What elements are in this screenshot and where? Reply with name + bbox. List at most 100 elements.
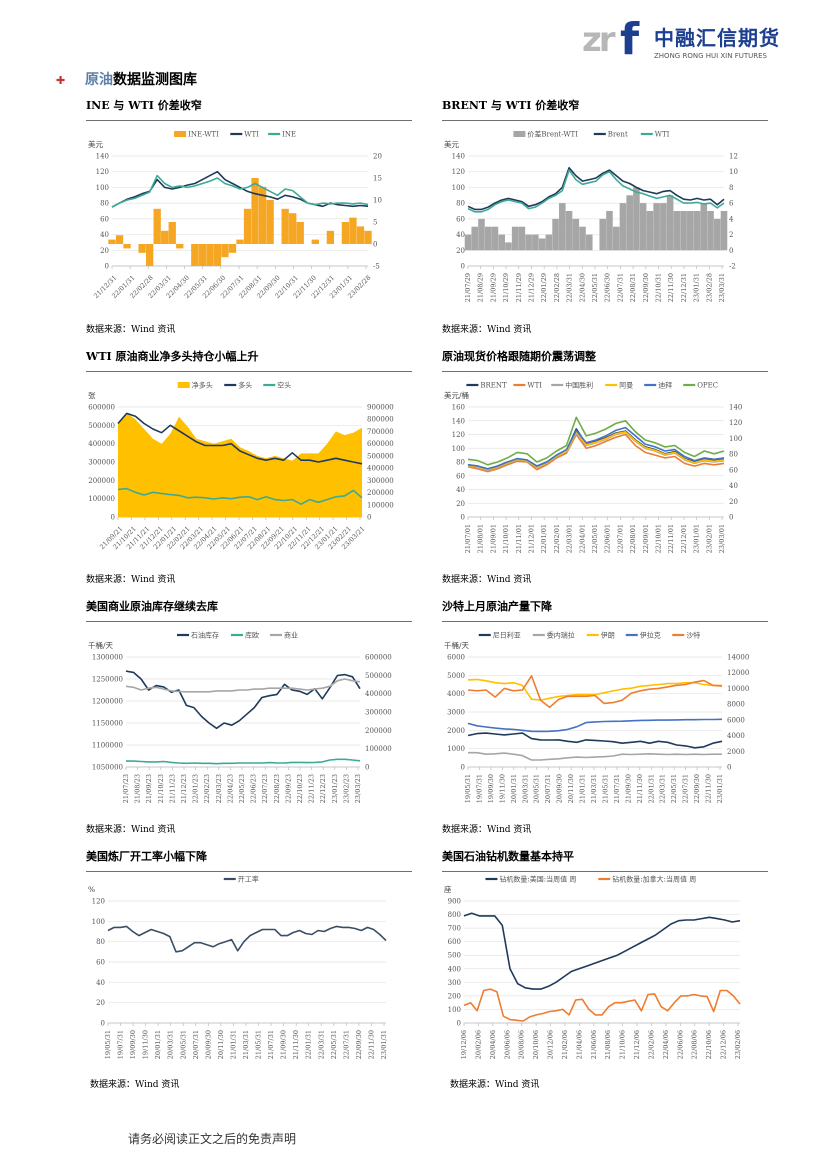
x-tick-label: 21/08/06 bbox=[604, 1030, 612, 1059]
chart-top-rule bbox=[442, 371, 768, 372]
x-tick-label: 19/11/30 bbox=[142, 1030, 150, 1059]
y-tick-label: 600000 bbox=[88, 404, 115, 412]
bar bbox=[680, 211, 687, 251]
y-tick-label: 140 bbox=[452, 417, 465, 425]
y-unit-label: 美元 bbox=[88, 139, 103, 149]
chart-title: BRENT 与 WTI 价差收窄 bbox=[442, 99, 580, 112]
y-tick-label: 60 bbox=[456, 472, 465, 480]
line-series bbox=[467, 678, 722, 701]
chart-title: 美国商业原油库存继续去库 bbox=[86, 600, 218, 613]
y-tick-label: 2000 bbox=[447, 727, 465, 735]
legend-swatch bbox=[513, 131, 526, 137]
legend-label: 尼日利亚 bbox=[493, 631, 521, 640]
y2-tick-label: 900000 bbox=[367, 404, 394, 412]
y-unit-label: 美元/桶 bbox=[444, 390, 469, 400]
x-tick-label: 22/06/06 bbox=[676, 1030, 684, 1059]
y-tick-label: 200 bbox=[448, 992, 461, 1000]
x-tick-label: 22/07/31 bbox=[616, 273, 624, 302]
y-tick-label: 300000 bbox=[88, 459, 115, 467]
y2-tick-label: 400000 bbox=[365, 690, 392, 698]
y2-tick-label: -2 bbox=[729, 263, 736, 271]
y-tick-label: 400000 bbox=[88, 440, 115, 448]
x-tick-label: 21/03/31 bbox=[590, 774, 598, 803]
y-tick-label: 60 bbox=[456, 215, 465, 223]
y2-tick-label: 10000 bbox=[727, 685, 749, 693]
legend-label: 伊拉克 bbox=[640, 631, 661, 640]
bar bbox=[606, 211, 613, 251]
y2-tick-label: 20 bbox=[729, 498, 738, 506]
chart-source: 数据来源：Wind 资讯 bbox=[450, 1080, 540, 1090]
x-tick-label: 21/08/01 bbox=[477, 524, 485, 553]
y2-tick-label: 12 bbox=[729, 153, 738, 161]
y2-tick-label: 100000 bbox=[367, 501, 394, 509]
y-tick-label: 500000 bbox=[88, 422, 115, 430]
y-tick-label: 20 bbox=[100, 247, 109, 255]
x-tick-label: 21/12/06 bbox=[633, 1030, 641, 1059]
legend-label: Brent bbox=[608, 131, 628, 139]
x-tick-label: 22/09/01 bbox=[642, 524, 650, 553]
chart-title: 美国炼厂开工率小幅下降 bbox=[86, 850, 207, 863]
legend-label: 净多头 bbox=[192, 381, 213, 390]
y-tick-label: 120 bbox=[96, 168, 109, 176]
y-tick-label: 0 bbox=[457, 1020, 461, 1028]
y2-tick-label: 20 bbox=[373, 153, 382, 161]
y2-tick-label: 15 bbox=[373, 175, 382, 183]
line-series bbox=[125, 670, 361, 730]
y-tick-label: 900 bbox=[448, 898, 461, 906]
x-tick-label: 21/02/06 bbox=[561, 1030, 569, 1059]
y2-tick-label: 8000 bbox=[727, 701, 745, 709]
x-tick-label: 22/08/01 bbox=[629, 524, 637, 553]
x-tick-label: 20/12/06 bbox=[547, 1030, 555, 1059]
y-tick-label: 600 bbox=[448, 938, 461, 946]
bar bbox=[281, 208, 289, 244]
line-series bbox=[117, 487, 363, 505]
bar bbox=[511, 226, 519, 251]
y2-tick-label: 100 bbox=[729, 435, 742, 443]
chart-2: 0 20 40 60 80 100 120 140 -2 0 2 4 6 8 10 12 美元 21/07/29 2… bbox=[444, 130, 738, 303]
bar bbox=[532, 234, 539, 251]
x-tick-label: 23/01/31 bbox=[380, 1030, 388, 1059]
x-tick-label: 21/07/23 bbox=[122, 774, 130, 803]
x-tick-label: 22/10/01 bbox=[655, 524, 663, 553]
area-series bbox=[118, 413, 362, 517]
y-tick-label: 1300000 bbox=[92, 654, 123, 662]
chart-title: INE 与 WTI 价差收窄 bbox=[86, 99, 202, 112]
bar bbox=[198, 244, 207, 266]
y-tick-label: 5000 bbox=[447, 672, 465, 680]
bar bbox=[653, 203, 660, 251]
y2-tick-label: 4 bbox=[729, 215, 734, 223]
y-tick-label: 100 bbox=[448, 1006, 461, 1014]
x-tick-label: 21/03/31 bbox=[242, 1030, 250, 1059]
x-tick-label: 23/02/23 bbox=[342, 774, 350, 803]
y-tick-label: 100 bbox=[452, 184, 465, 192]
x-tick-label: 22/03/23 bbox=[215, 774, 223, 803]
y-unit-label: 千桶/天 bbox=[88, 640, 114, 650]
y-tick-label: 0 bbox=[111, 514, 115, 522]
chart-title: 原油现货价格跟随期价震荡调整 bbox=[442, 350, 596, 363]
y-tick-label: 100 bbox=[96, 184, 109, 192]
y-tick-label: 80 bbox=[100, 200, 109, 208]
bar bbox=[538, 238, 546, 251]
x-tick-label: 21/04/06 bbox=[575, 1030, 583, 1059]
x-tick-label: 21/09/01 bbox=[489, 524, 497, 553]
y2-tick-label: 400000 bbox=[367, 465, 394, 473]
line-series bbox=[467, 675, 723, 709]
y2-tick-label: 500000 bbox=[367, 452, 394, 460]
x-tick-label: 21/07/31 bbox=[613, 774, 621, 803]
chart-top-rule bbox=[442, 120, 768, 121]
x-tick-label: 22/11/30 bbox=[367, 1030, 375, 1059]
legend-label: 沙特 bbox=[686, 631, 700, 640]
bar bbox=[491, 226, 499, 251]
x-tick-label: 22/04/30 bbox=[578, 273, 586, 302]
y-tick-label: 20 bbox=[456, 500, 465, 508]
line-series bbox=[126, 758, 361, 765]
legend-label: 商业 bbox=[284, 631, 298, 640]
line-series bbox=[467, 426, 725, 470]
x-tick-label: 21/05/31 bbox=[601, 774, 609, 803]
chart-7: 0 20 40 60 80 100 120% 19/05/31 19/07/31 19/09/30… bbox=[88, 875, 388, 1060]
x-tick-label: 20/01/31 bbox=[154, 1030, 162, 1059]
y-tick-label: 120 bbox=[452, 431, 465, 439]
y2-tick-label: 6000 bbox=[727, 716, 745, 724]
y-tick-label: 120 bbox=[452, 168, 465, 176]
y2-tick-label: 800000 bbox=[367, 416, 394, 424]
